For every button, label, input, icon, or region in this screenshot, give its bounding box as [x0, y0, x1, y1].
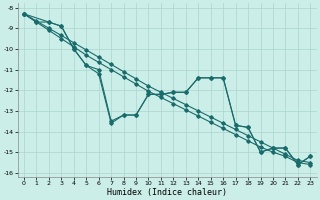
X-axis label: Humidex (Indice chaleur): Humidex (Indice chaleur) [107, 188, 227, 197]
